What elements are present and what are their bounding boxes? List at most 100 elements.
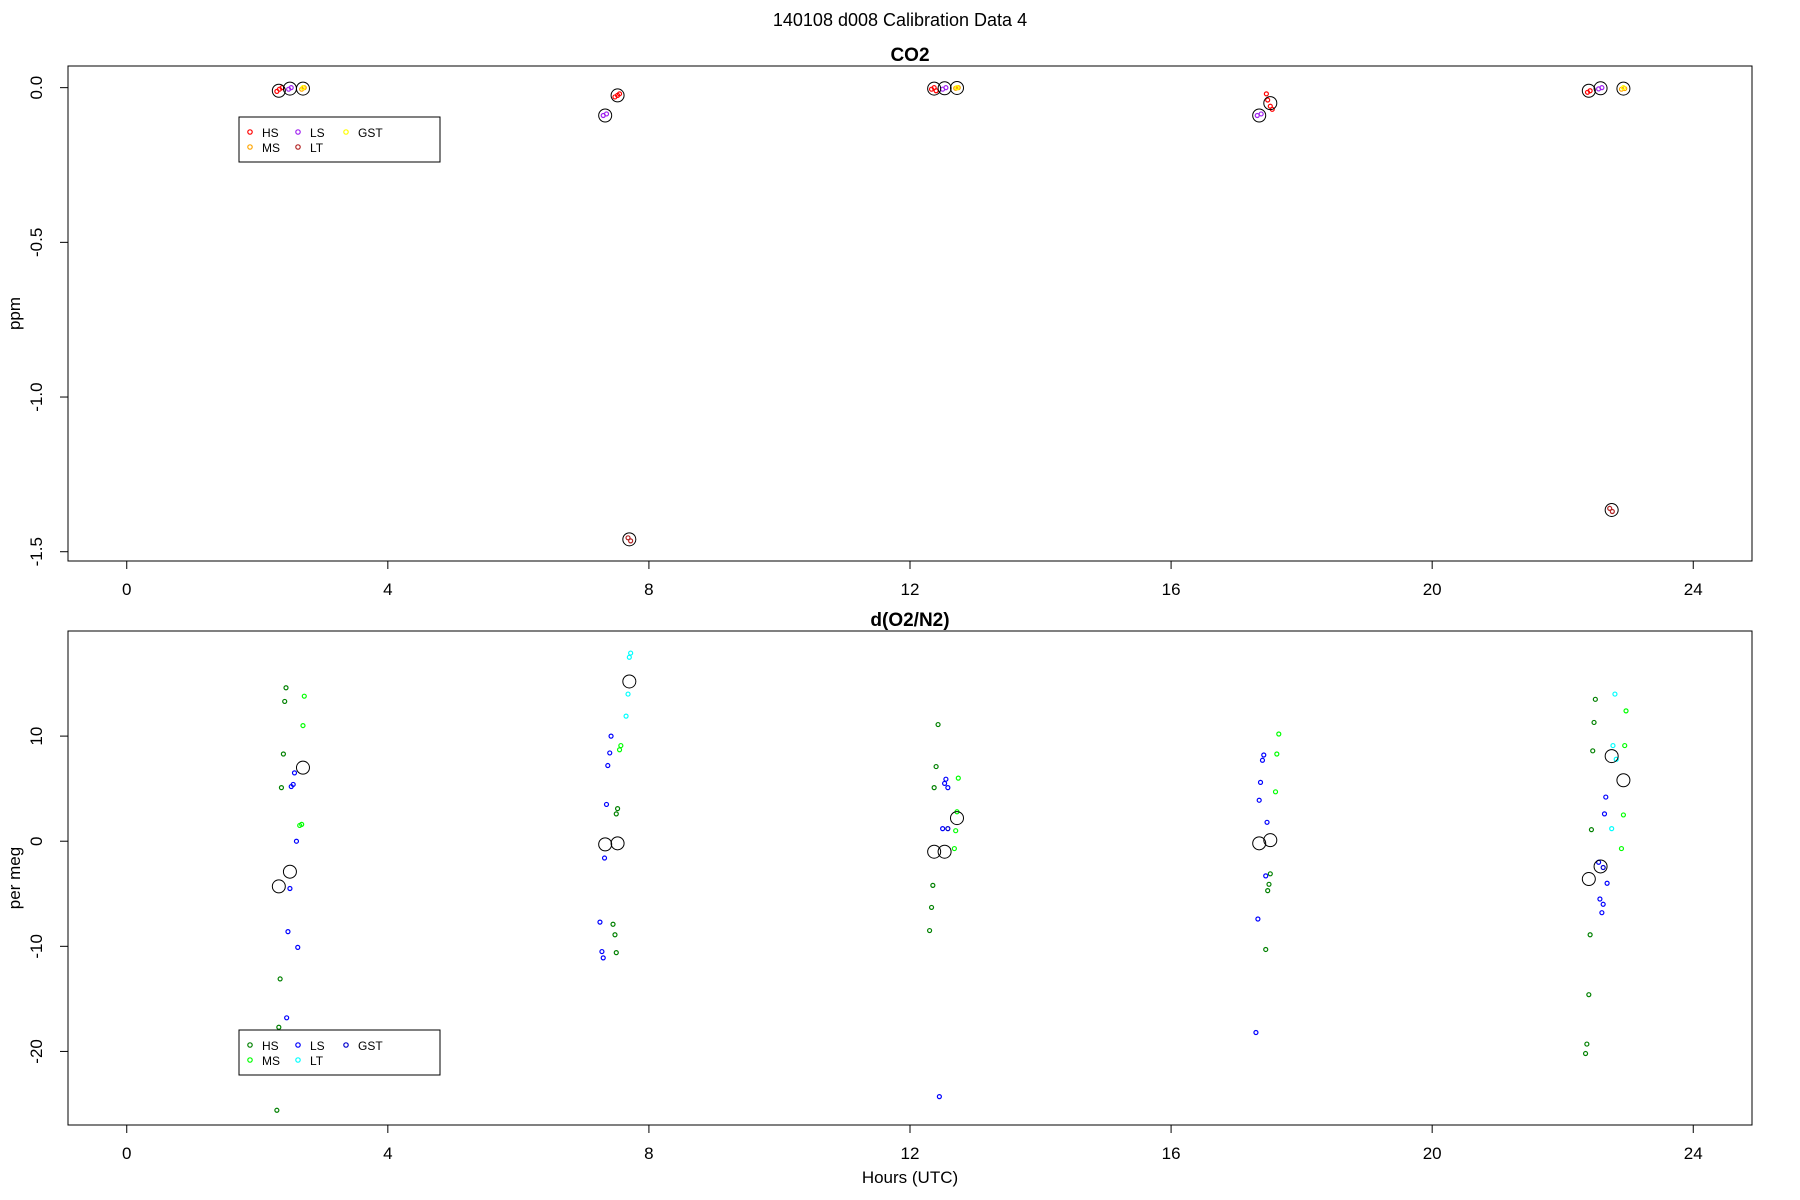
panel2-point-hs [280,751,286,757]
panel2-mean-marker [1252,836,1267,851]
panel1-x-tick-label: 20 [1423,580,1442,599]
panel1-legend-marker-lt [295,144,301,150]
panel2-point-lt [1612,691,1618,697]
panel1-point-lt [1607,505,1613,512]
panel2-mean-marker [610,836,625,851]
panel2-y-tick-label: -20 [27,1039,46,1064]
panel1-legend-marker-ms [247,144,253,150]
panel1-point-hs [1587,88,1593,94]
panel2-point-ls [295,944,301,950]
panel2-legend-label-ls: LS [310,1039,325,1053]
panel2-legend-marker-ms [247,1057,253,1063]
panel1-point-lt [628,538,634,544]
panel1-title: CO2 [890,45,929,66]
panel2-point-ls [284,1015,290,1021]
panel2-point-ms [616,747,623,753]
panel1-point-gst [1620,85,1627,91]
panel2-mean-marker [927,844,942,859]
panel1-mean-marker [1581,83,1596,98]
panel2-point-ls [608,733,614,739]
panel2-point-hs [1587,932,1593,938]
panel2-point-ls [290,781,296,788]
panel2-point-hs [276,1024,282,1030]
panel2-point-hs [277,976,283,982]
panel2-mean-marker [1604,749,1619,764]
panel2-legend-marker-lt [295,1057,301,1063]
panel2-mean-marker [949,811,964,826]
panel2-x-tick-label: 20 [1423,1144,1442,1163]
panel2-x-tick-label: 12 [901,1144,920,1163]
panel2-legend-marker-hs [247,1042,253,1048]
panel1-legend-marker-gst [343,129,349,135]
panel2-point-hs [1266,881,1272,887]
panel2-point-hs [283,685,289,691]
panel2-point-ls [600,955,606,961]
panel2-point-hs [1588,827,1595,833]
panel2-point-hs [1586,992,1592,998]
panel1-point-hs [1263,91,1269,97]
panel2-mean-marker [1581,872,1596,887]
panel2-point-ls [603,801,610,808]
panel1-point-hs [933,88,939,94]
panel2-legend-label-hs: HS [262,1039,279,1053]
panel2-x-tick-label: 8 [644,1144,653,1163]
panel1-legend-marker-hs [247,129,253,135]
panel2-point-hs [928,904,935,911]
panel2-point-ms [618,742,624,749]
panel1-mean-marker [1593,81,1608,96]
panel2-point-ms [300,722,306,729]
panel1-mean-marker [1263,96,1278,111]
panel2-y-tick-label: 10 [27,727,46,746]
panel2-point-ls [287,885,293,892]
panel1-x-tick-label: 16 [1162,580,1181,599]
panel2-point-hs [614,806,621,812]
panel2-point-gst [1600,864,1606,871]
panel2-legend-label-ms: MS [262,1054,280,1068]
panel1-y-tick-label: -1.5 [27,537,46,566]
panel1-x-tick-label: 0 [122,580,131,599]
panel1-point-ls [1599,85,1605,91]
panel2-point-ms [1618,845,1625,852]
panel2-point-ls [940,825,946,832]
panel2-x-tick-label: 0 [122,1144,131,1163]
panel2-point-lt [626,654,632,660]
panel2-point-ls [1597,896,1603,902]
panel1-mean-marker [1616,81,1631,96]
panel2-point-hs [274,1107,280,1113]
panel2-point-hs [278,785,285,791]
panel1-mean-marker [271,83,286,98]
panel1-mean-marker [937,81,952,96]
panel2-x-tick-label: 24 [1684,1144,1703,1163]
panel1-x-tick-label: 4 [383,580,392,599]
panel2-point-ls [605,762,611,769]
panel2-point-ls [1255,916,1261,922]
panel2-legend-marker-gst [343,1042,349,1048]
panel2-title: d(O2/N2) [870,610,949,631]
panel1-x-tick-label: 24 [1684,580,1703,599]
panel2-point-hs [930,882,936,888]
panel1-point-ls [288,85,294,91]
panel2-point-hs [1582,1050,1589,1057]
panel2-point-lt [625,691,631,697]
panel2-mean-marker [598,837,613,852]
panel1-legend-label-ls: LS [310,126,325,140]
panel2-point-ls [1263,873,1269,879]
panel2-point-ms [1276,731,1282,737]
panel2-point-ls [1257,779,1264,785]
panel2-point-ls [1264,819,1270,825]
panel1-point-ls [603,111,610,117]
panel1-legend-label-lt: LT [310,141,324,155]
panel2-point-hs [1263,946,1269,953]
panel2-point-hs [1584,1041,1590,1047]
panel2-point-lt [628,650,634,656]
panel1-y-tick-label: 0.0 [27,76,46,100]
panel2-x-tick-label: 16 [1162,1144,1181,1163]
panel2-legend-label-lt: LT [310,1054,324,1068]
panel2-legend-marker-ls [295,1042,301,1048]
panel1-mean-marker [598,108,613,123]
panel1-point-gst [300,85,306,91]
panel1-point-lt [625,535,631,541]
panel1-point-lt [1609,508,1615,515]
panel2-point-gst [945,825,951,832]
